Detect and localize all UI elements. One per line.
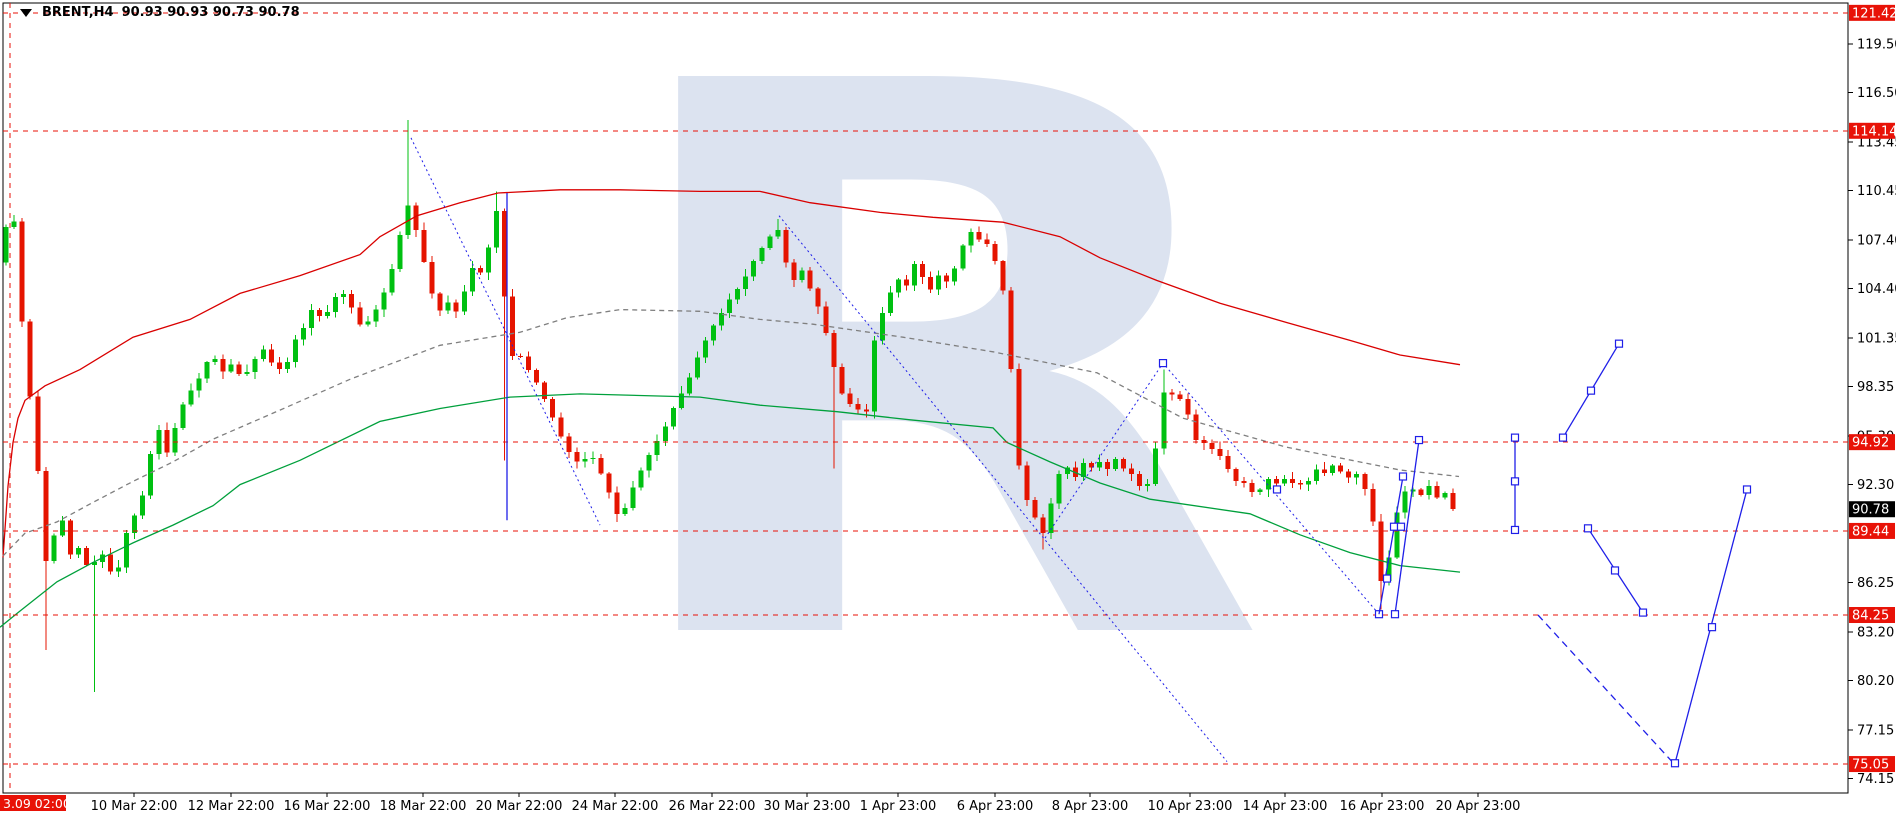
time-tick-label: 30 Mar 23:00: [764, 799, 851, 814]
svg-text:75.05: 75.05: [1852, 758, 1889, 773]
object-anchor-marker[interactable]: [1390, 610, 1400, 619]
svg-text:84.25: 84.25: [1852, 609, 1889, 624]
object-anchor-marker[interactable]: [1389, 522, 1399, 531]
time-tick-label: 18 Mar 22:00: [380, 799, 467, 814]
ma-green[interactable]: [0, 393, 1461, 628]
time-axis: 10 Mar 22:00 12 Mar 22:00 16 Mar 22:00 18 M…: [91, 793, 1521, 814]
object-anchor-marker[interactable]: [1158, 359, 1168, 368]
price-tick-label: 119.50: [1857, 37, 1896, 52]
price-tick-label: 107.40: [1857, 233, 1896, 248]
object-anchor-marker[interactable]: [1396, 522, 1406, 531]
price-tag-114.14: 114.14: [1849, 122, 1896, 139]
time-tick-label: 20 Mar 22:00: [476, 799, 563, 814]
indicator-lines: [0, 189, 1461, 628]
price-tick-label: 80.20: [1857, 674, 1894, 689]
impulse-a[interactable]: [1378, 476, 1404, 615]
object-anchor-marker[interactable]: [1707, 623, 1717, 632]
object-anchor-marker[interactable]: [1670, 759, 1680, 768]
time-tick-label: 6 Apr 23:00: [957, 799, 1034, 814]
ma-gray-dashed[interactable]: [2, 308, 1460, 557]
price-tick-label: 104.40: [1857, 282, 1896, 297]
price-axis: 119.50 116.50 113.45 110.45 107.40 104.40 101.…: [1848, 37, 1896, 787]
svg-text:90.78: 90.78: [1852, 503, 1889, 518]
time-tick-label: 8 Apr 23:00: [1052, 799, 1129, 814]
price-tick-label: 92.30: [1857, 478, 1894, 493]
price-tag-89.44: 89.44: [1849, 522, 1895, 539]
symbol-marker-icon: [20, 8, 32, 17]
svg-text:94.92: 94.92: [1852, 436, 1889, 451]
svg-text:89.44: 89.44: [1852, 524, 1889, 539]
time-tick-label: 10 Apr 23:00: [1148, 799, 1233, 814]
price-tick-label: 74.15: [1857, 772, 1894, 787]
price-tick-label: 98.35: [1857, 380, 1894, 395]
time-tick-label: 20 Apr 23:00: [1436, 799, 1521, 814]
object-anchor-marker[interactable]: [1610, 566, 1620, 575]
price-tick-label: 83.20: [1857, 626, 1894, 641]
price-tag-121.42: 121.42: [1849, 4, 1896, 21]
price-tick-label: 101.35: [1857, 331, 1896, 346]
price-tick-label: 116.50: [1857, 86, 1896, 101]
time-tick-label: 10 Mar 22:00: [91, 799, 178, 814]
object-anchor-marker[interactable]: [1586, 386, 1596, 395]
price-tick-label: 86.25: [1857, 576, 1894, 591]
svg-text:3.09 02:00: 3.09 02:00: [3, 796, 71, 811]
object-anchor-marker[interactable]: [1614, 339, 1624, 348]
object-anchor-marker[interactable]: [1398, 472, 1408, 481]
trendline-1[interactable]: [410, 137, 601, 526]
time-tick-label: 16 Mar 22:00: [284, 799, 371, 814]
object-anchor-marker[interactable]: [1414, 435, 1424, 445]
horizontal-levels[interactable]: [3, 3, 1848, 793]
chart-header: BRENT,H4 90.93 90.93 90.73 90.78: [20, 5, 300, 20]
price-tag-75.05: 75.05: [1849, 756, 1895, 773]
object-anchor-marker[interactable]: [1583, 524, 1593, 533]
object-anchor-marker[interactable]: [1272, 485, 1282, 494]
price-tag-84.25: 84.25: [1849, 607, 1895, 624]
svg-text:121.42: 121.42: [1852, 6, 1896, 21]
vline-time-tag: 3.09 02:00: [0, 795, 71, 811]
object-anchor-marker[interactable]: [1638, 608, 1648, 617]
time-tick-label: 14 Apr 23:00: [1243, 799, 1328, 814]
price-tag-90.78: 90.78: [1849, 501, 1895, 518]
impulse-b[interactable]: [1394, 440, 1420, 615]
object-anchor-marker[interactable]: [1742, 485, 1752, 494]
object-anchor-marker[interactable]: [1510, 525, 1520, 535]
price-tick-label: 113.45: [1857, 135, 1896, 150]
analysis-objects[interactable]: [410, 137, 1752, 768]
svg-text:R: R: [598, 0, 1270, 810]
chart-border: [2, 2, 1849, 794]
candles-layer: [3, 120, 1456, 692]
watermark-logo: R: [598, 0, 1270, 810]
time-tick-label: 1 Apr 23:00: [860, 799, 937, 814]
svg-text:114.14: 114.14: [1852, 124, 1896, 139]
object-anchor-marker[interactable]: [1558, 433, 1568, 442]
time-tick-label: 24 Mar 22:00: [572, 799, 659, 814]
ohlc-values: 90.93 90.93 90.73 90.78: [121, 5, 300, 20]
time-tick-label: 12 Mar 22:00: [188, 799, 275, 814]
time-tick-label: 16 Apr 23:00: [1340, 799, 1425, 814]
time-tick-label: 26 Mar 22:00: [669, 799, 756, 814]
object-anchor-marker[interactable]: [1382, 574, 1392, 583]
price-tag-94.92: 94.92: [1849, 434, 1895, 451]
price-tick-label: 110.45: [1857, 184, 1896, 199]
price-tick-label: 77.15: [1857, 724, 1894, 739]
symbol-title: BRENT,H4: [42, 5, 114, 20]
object-anchor-marker[interactable]: [1510, 477, 1520, 486]
ma-red[interactable]: [2, 189, 1461, 558]
forecast-dashed-decline[interactable]: [1537, 614, 1673, 763]
object-anchor-marker[interactable]: [1510, 433, 1520, 442]
